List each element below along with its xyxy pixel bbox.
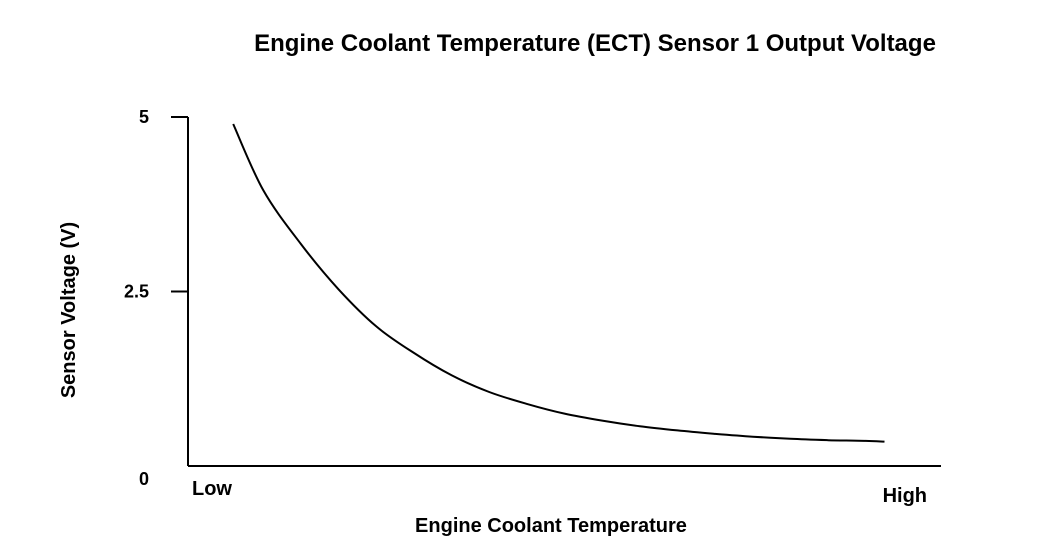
series-line-0 xyxy=(232,123,885,443)
series-group xyxy=(232,123,885,443)
x-tick-label-low: Low xyxy=(192,478,232,500)
chart-title: Engine Coolant Temperature (ECT) Sensor … xyxy=(254,30,936,57)
y-tick-label: 0 xyxy=(139,469,149,489)
y-axis-title: Sensor Voltage (V) xyxy=(58,222,80,398)
x-tick-labels: Low High xyxy=(192,478,927,507)
x-axis-title: Engine Coolant Temperature xyxy=(415,515,687,537)
y-tick-label: 2.5 xyxy=(124,282,149,302)
x-tick-label-high: High xyxy=(883,485,927,507)
y-tick-label: 5 xyxy=(139,107,149,127)
y-ticks: 02.55 xyxy=(124,107,188,489)
